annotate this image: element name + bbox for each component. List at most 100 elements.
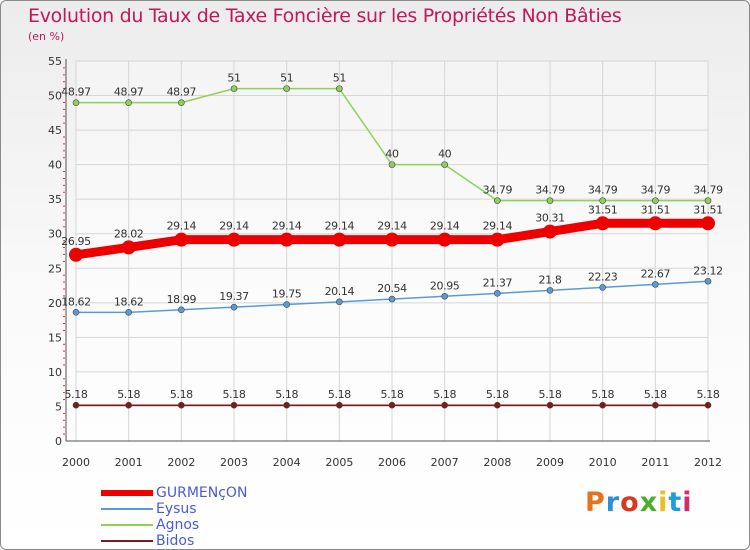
legend-item-eysus: Eysus (101, 501, 247, 517)
data-label-eysus: 21.8 (539, 273, 562, 286)
logo-letter: x (639, 487, 659, 518)
logo-letter: r (605, 487, 621, 518)
data-point-gurmen-on (121, 240, 136, 255)
y-tick-label: 55 (48, 55, 62, 68)
data-point-agnos (230, 85, 238, 92)
data-point-agnos (704, 197, 712, 204)
x-tick-label: 2007 (431, 456, 459, 469)
data-point-eysus (230, 303, 238, 311)
data-point-eysus (178, 306, 185, 314)
data-point-gurmen-on (332, 232, 347, 247)
data-point-bidos (72, 401, 80, 409)
data-point-agnos (336, 85, 343, 92)
data-point-bidos (494, 401, 501, 409)
data-label-agnos: 34.79 (588, 184, 618, 197)
y-tick-label: 5 (55, 400, 62, 413)
data-point-bidos (599, 401, 606, 409)
data-point-bidos (125, 401, 132, 409)
data-point-bidos (336, 401, 343, 409)
data-point-gurmen-on (227, 232, 241, 247)
data-point-eysus (388, 295, 396, 303)
data-point-bidos (652, 401, 659, 409)
data-point-eysus (72, 309, 80, 316)
data-point-gurmen-on (648, 216, 663, 231)
x-tick-label: 2010 (589, 456, 617, 469)
data-point-eysus (336, 298, 343, 306)
data-label-eysus: 22.23 (588, 270, 618, 283)
data-label-agnos: 48.97 (167, 86, 197, 99)
data-point-eysus (441, 292, 448, 300)
data-point-gurmen-on (490, 232, 505, 247)
y-tick-label: 20 (48, 297, 62, 310)
y-tick-label: 0 (55, 435, 62, 448)
y-tick-label: 30 (48, 228, 62, 241)
data-label-gurmen-on: 29.14 (430, 220, 460, 233)
data-label-gurmen-on: 26.95 (61, 235, 91, 248)
x-tick-label: 2001 (115, 456, 143, 469)
logo-letter: i (682, 487, 693, 518)
x-tick-label: 2003 (220, 456, 248, 469)
data-point-agnos (283, 85, 290, 92)
data-label-eysus: 20.54 (377, 282, 407, 295)
data-label-gurmen-on: 31.51 (588, 203, 618, 216)
data-label-agnos: 48.97 (61, 86, 91, 99)
data-point-bidos (546, 401, 554, 409)
data-label-eysus: 20.14 (325, 285, 355, 298)
data-point-gurmen-on (701, 216, 715, 231)
data-point-agnos (125, 99, 132, 106)
x-tick-label: 2004 (273, 456, 301, 469)
data-label-bidos: 5.18 (170, 388, 193, 401)
data-point-eysus (599, 284, 606, 291)
legend-swatch-bidos (101, 540, 153, 542)
data-label-gurmen-on: 31.51 (641, 203, 671, 216)
data-point-gurmen-on (279, 232, 294, 247)
data-label-bidos: 5.18 (539, 388, 562, 401)
data-point-bidos (178, 401, 185, 409)
data-label-bidos: 5.18 (644, 388, 667, 401)
data-label-agnos: 48.97 (114, 86, 144, 99)
data-label-gurmen-on: 30.31 (535, 212, 565, 225)
y-tick-label: 25 (48, 262, 62, 275)
data-label-eysus: 18.62 (114, 295, 144, 308)
data-label-gurmen-on: 28.02 (114, 227, 144, 240)
x-tick-label: 2008 (483, 456, 511, 469)
data-label-bidos: 5.18 (223, 388, 246, 401)
data-point-gurmen-on (543, 224, 557, 239)
data-point-agnos (72, 99, 80, 106)
data-label-gurmen-on: 31.51 (693, 203, 723, 216)
data-point-eysus (125, 309, 132, 316)
logo-letter: o (620, 487, 640, 518)
data-point-gurmen-on (595, 216, 610, 231)
y-tick-label: 45 (48, 124, 62, 137)
legend-item-bidos: Bidos (101, 533, 247, 549)
unit-label: (en %) (28, 30, 65, 43)
data-point-eysus (652, 281, 659, 288)
data-label-agnos: 51 (280, 72, 293, 85)
data-point-agnos (178, 99, 185, 106)
legend-swatch-gurmencon (101, 490, 153, 496)
data-point-gurmen-on (437, 232, 452, 247)
data-label-eysus: 21.37 (483, 276, 513, 289)
data-label-agnos: 40 (438, 148, 452, 161)
x-tick-label: 2000 (62, 456, 90, 469)
data-label-agnos: 34.79 (535, 184, 565, 197)
data-point-agnos (388, 161, 396, 168)
logo-letter: t (668, 487, 683, 518)
data-label-agnos: 51 (333, 72, 346, 85)
data-point-bidos (441, 401, 448, 409)
data-label-agnos: 34.79 (693, 184, 723, 197)
data-label-gurmen-on: 29.14 (219, 220, 249, 233)
data-point-eysus (546, 287, 554, 294)
data-label-bidos: 5.18 (697, 388, 720, 401)
data-label-gurmen-on: 29.14 (167, 220, 197, 233)
data-point-agnos (546, 197, 554, 204)
legend-swatch-eysus (101, 508, 153, 510)
y-tick-label: 15 (48, 331, 62, 344)
data-label-agnos: 40 (385, 148, 399, 161)
proxiti-logo: Proxiti (585, 487, 693, 518)
data-label-gurmen-on: 29.14 (325, 220, 355, 233)
data-label-bidos: 5.18 (591, 388, 614, 401)
legend-label-eysus: Eysus (156, 501, 197, 517)
y-tick-label: 40 (48, 159, 62, 172)
data-label-bidos: 5.18 (328, 388, 351, 401)
